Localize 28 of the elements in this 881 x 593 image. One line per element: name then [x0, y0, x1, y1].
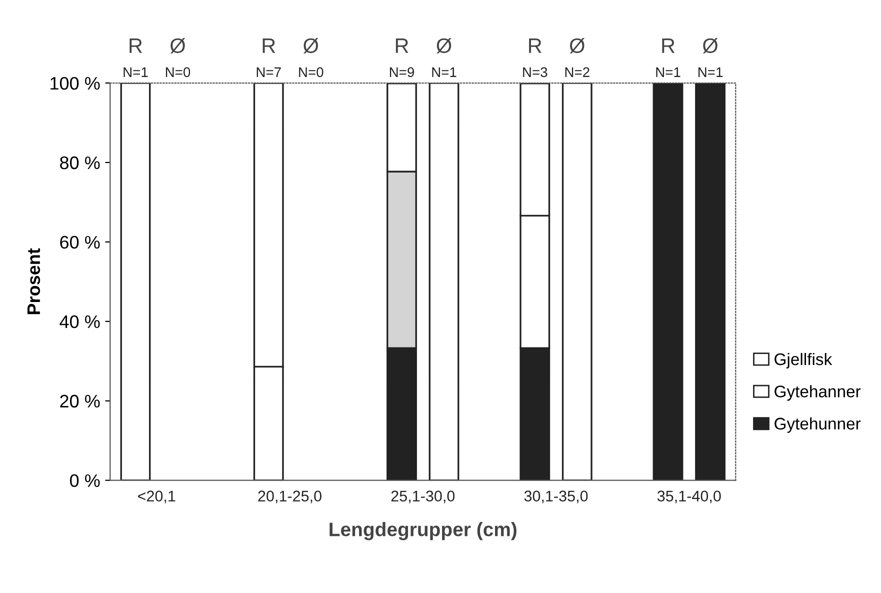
x-tick-label: Ø N=0 — [166, 38, 190, 78]
legend-label: Gjellfisk — [774, 352, 832, 368]
y-tick-label: 40 % — [60, 315, 100, 328]
text: <20,1 — [138, 490, 176, 504]
x-tick-label: R N=1 — [124, 38, 148, 77]
x-tick-label: R N=1 — [656, 38, 680, 77]
y-tick-label: 100 % — [50, 76, 100, 90]
x-tick-label: Ø N=1 — [432, 38, 456, 77]
x-tick-label: R N=7 — [256, 38, 281, 77]
x-tick-label: Ø N=1 — [698, 38, 723, 77]
x-tick-label: Ø N=0 — [299, 38, 324, 78]
y-axis-title: Prosent — [27, 248, 40, 314]
y-tick-label: 60 % — [60, 236, 100, 249]
text: 20,1-25,0 — [258, 490, 322, 504]
text: 30,1-35,0 — [524, 490, 588, 504]
bar — [120, 83, 151, 480]
x-tick-label: Ø N=2 — [565, 38, 590, 77]
legend-label: Gytehunner — [774, 417, 861, 433]
text: 25,1-30,0 — [391, 490, 455, 504]
x-axis-title: Lengdegrupper (cm) — [330, 522, 516, 540]
x-tick-label: R N=9 — [390, 38, 414, 78]
bar — [652, 83, 684, 480]
text: 35,1-40,0 — [657, 490, 721, 504]
y-tick-label: 80 % — [60, 156, 100, 170]
y-tick-label: 0 % — [70, 474, 100, 488]
y-tick-label: 20 % — [60, 394, 100, 408]
x-tick-label: R N=3 — [523, 38, 548, 78]
legend-label: Gytehanner — [774, 385, 861, 401]
